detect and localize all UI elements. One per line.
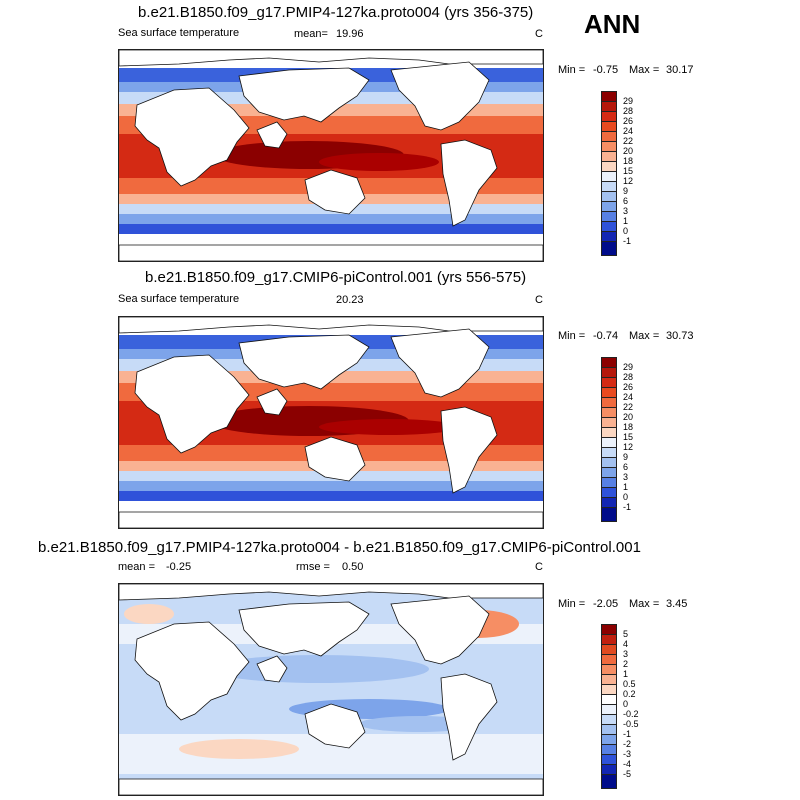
panel3-mean-value: -0.25 [166, 561, 192, 573]
panel2-colorbar-label: 18 [623, 422, 634, 432]
panel3-map [118, 583, 544, 796]
panel1-max-value: 30.17 [666, 64, 694, 76]
panel3-colorbar-label: 2 [623, 659, 629, 669]
panel2-mean-value: 20.23 [336, 294, 364, 306]
panel3-colorbar-label: -1 [623, 729, 632, 739]
panel3-colorbar-label: -5 [623, 769, 632, 779]
panel3-colorbar-label: 5 [623, 629, 629, 639]
panel3-colorbar-label: 0 [623, 699, 629, 709]
panel3-colorbar-label: 0.2 [623, 689, 636, 699]
panel2-colorbar-label: 29 [623, 362, 634, 372]
panel1-colorbar-label: -1 [623, 236, 632, 246]
panel1-colorbar-label: 12 [623, 176, 634, 186]
panel3-units: C [535, 561, 543, 573]
panel3-title: b.e21.B1850.f09_g17.PMIP4-127ka.proto004… [38, 539, 641, 556]
panel1-colorbar-label: 24 [623, 126, 634, 136]
panel2-colorbar-label: 6 [623, 462, 629, 472]
panel2-variable: Sea surface temperature [118, 293, 240, 305]
panel3-colorbar-label: 1 [623, 669, 629, 679]
panel2-colorbar-label: 28 [623, 372, 634, 382]
panel1-variable: Sea surface temperature [118, 27, 240, 39]
panel2-swatch [601, 507, 617, 522]
panel1-colorbar-label: 15 [623, 166, 634, 176]
panel1-mean-value: 19.96 [336, 28, 364, 40]
panel3-max-label: Max = [629, 598, 660, 610]
panel2-colorbar-label: 20 [623, 412, 634, 422]
panel3-min-value: -2.05 [593, 598, 619, 610]
panel2-colorbar-label: 3 [623, 472, 629, 482]
panel1-title: b.e21.B1850.f09_g17.PMIP4-127ka.proto004… [138, 4, 534, 21]
panel2-colorbar-label: 15 [623, 432, 634, 442]
panel1-max-label: Max = [629, 64, 660, 76]
panel2-colorbar-label: 1 [623, 482, 629, 492]
panel3-mean-label: mean = [118, 561, 155, 573]
panel1-colorbar-label: 0 [623, 226, 629, 236]
panel3-colorbar-label: -4 [623, 759, 632, 769]
panel2-map [118, 316, 544, 529]
panel2-colorbar-label: 24 [623, 392, 634, 402]
panel3-rmse-value: 0.50 [342, 561, 364, 573]
panel3-colorbar-label: -2 [623, 739, 632, 749]
panel1-colorbar-label: 18 [623, 156, 634, 166]
panel1-colorbar-label: 29 [623, 96, 634, 106]
panel3-rmse-label: rmse = [296, 561, 330, 573]
season-label: ANN [584, 9, 641, 39]
panel3-colorbar-label: 0.5 [623, 679, 636, 689]
panel2-colorbar-label: 26 [623, 382, 634, 392]
panel3-colorbar-label: 4 [623, 639, 629, 649]
panel2-colorbar-label: 22 [623, 402, 634, 412]
panel2-max-value: 30.73 [666, 330, 694, 342]
panel1-colorbar-label: 22 [623, 136, 634, 146]
panel2-title: b.e21.B1850.f09_g17.CMIP6-piControl.001 … [145, 269, 527, 286]
panel1-colorbar: 29 28 26 24 22 20 18 15 12 9 6 3 1 0 -1 [601, 91, 633, 257]
panel1-map [118, 49, 544, 262]
panel1-mean-label: mean= [294, 28, 328, 40]
panel2-colorbar-label: 9 [623, 452, 629, 462]
panel1-colorbar-label: 9 [623, 186, 629, 196]
panel1-colorbar-label: 6 [623, 196, 629, 206]
panel3-swatch [601, 774, 617, 789]
panel1-colorbar-label: 28 [623, 106, 634, 116]
panel3-colorbar-label: -3 [623, 749, 632, 759]
panel1-min-value: -0.75 [593, 64, 619, 76]
panel1-units: C [535, 28, 543, 40]
panel3-colorbar-label: -0.5 [623, 719, 639, 729]
panel3-colorbar-label: -0.2 [623, 709, 639, 719]
panel1-swatch [601, 241, 617, 256]
panel2-colorbar-label: -1 [623, 502, 632, 512]
panel3-colorbar-label: 3 [623, 649, 629, 659]
panel2-max-label: Max = [629, 330, 660, 342]
panel1-colorbar-label: 1 [623, 216, 629, 226]
panel3-min-label: Min = [558, 598, 586, 610]
panel1-colorbar-label: 26 [623, 116, 634, 126]
panel2-units: C [535, 294, 543, 306]
panel3-colorbar: 5 4 3 2 1 0.5 0.2 0 -0.2 -0.5 -1 -2 -3 -… [601, 624, 639, 790]
panel2-colorbar-label: 12 [623, 442, 634, 452]
panel1-colorbar-label: 20 [623, 146, 634, 156]
panel1-colorbar-label: 3 [623, 206, 629, 216]
panel2-colorbar: 29 28 26 24 22 20 18 15 12 9 6 3 1 0 -1 [601, 357, 633, 523]
panel1-min-label: Min = [558, 64, 586, 76]
panel3-max-value: 3.45 [666, 598, 688, 610]
panel2-min-label: Min = [558, 330, 586, 342]
panel2-colorbar-label: 0 [623, 492, 629, 502]
panel2-min-value: -0.74 [593, 330, 619, 342]
